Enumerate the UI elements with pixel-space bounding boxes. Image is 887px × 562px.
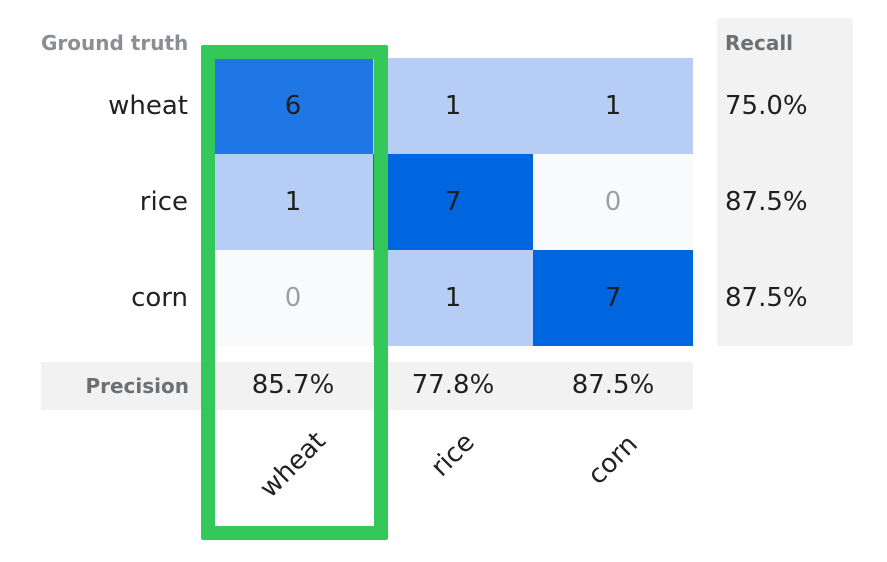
highlighted-column-outline (201, 45, 388, 540)
cell-corn-wheat: 0 (213, 250, 373, 346)
precision-band (41, 362, 693, 410)
precision-value-wheat: 85.7% (251, 370, 335, 400)
recall-panel (717, 18, 853, 346)
col-label-rice: rice (425, 427, 481, 483)
col-label-corn: corn (582, 429, 644, 491)
cell-rice-wheat: 1 (213, 154, 373, 250)
row-axis-label: Ground truth (41, 31, 189, 55)
recall-header: Recall (725, 31, 794, 55)
precision-value-corn: 87.5% (571, 370, 655, 400)
cell-rice-rice: 7 (373, 154, 533, 250)
cell-corn-corn: 7 (533, 250, 693, 346)
cell-wheat-wheat: 6 (213, 58, 373, 154)
recall-value-corn: 87.5% (725, 283, 808, 313)
row-label-rice: rice (139, 187, 188, 217)
cell-wheat-rice: 1 (373, 58, 533, 154)
cell-rice-corn: 0 (533, 154, 693, 250)
row-label-wheat: wheat (108, 91, 188, 121)
precision-value-rice: 77.8% (411, 370, 495, 400)
row-label-corn: corn (131, 283, 188, 313)
precision-header: Precision (85, 374, 189, 398)
recall-value-rice: 87.5% (725, 187, 808, 217)
cell-wheat-corn: 1 (533, 58, 693, 154)
cell-corn-rice: 1 (373, 250, 533, 346)
recall-value-wheat: 75.0% (725, 91, 808, 121)
